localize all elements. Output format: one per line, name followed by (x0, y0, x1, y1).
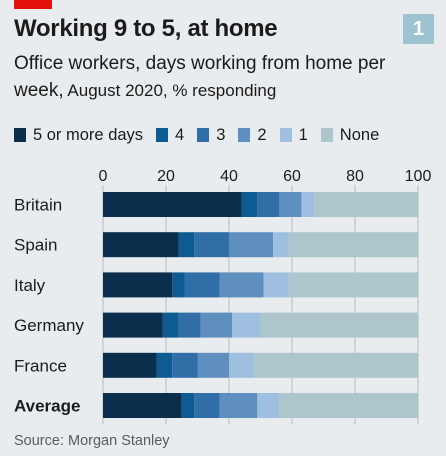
chart-title: Working 9 to 5, at home (14, 15, 278, 42)
legend-swatch (320, 128, 333, 142)
legend-swatch (156, 128, 169, 142)
bar-segment (257, 192, 280, 217)
subtitle-note: August 2020, % responding (63, 81, 277, 100)
bar-segment (288, 272, 418, 298)
bar-segment (184, 272, 220, 298)
legend-swatch (14, 128, 26, 142)
bar-segment (103, 192, 242, 217)
legend-item: 1 (279, 125, 308, 145)
bar-segment (301, 192, 315, 217)
bar-segment (194, 232, 229, 258)
subtitle-main: Office workers, days working from home p… (14, 53, 386, 101)
legend-swatch (279, 128, 292, 142)
bar-segment (103, 393, 182, 418)
category-label: Britain (14, 196, 62, 215)
category-label: Italy (14, 276, 46, 295)
legend-label: 2 (257, 125, 267, 144)
bar-segment (194, 393, 220, 418)
category-label: Spain (14, 236, 57, 255)
bar-segment (178, 232, 195, 258)
bar-segment (103, 312, 163, 338)
source-note: Source: Morgan Stanley (14, 433, 170, 449)
bar-segment (232, 312, 261, 338)
bar-segment (288, 232, 418, 258)
bar-segment (162, 312, 179, 338)
legend-label: 5 or more days (33, 125, 144, 144)
bar-segment (103, 232, 179, 258)
chart-number-badge: 1 (403, 14, 434, 44)
legend-label: 3 (216, 125, 226, 144)
x-tick-label: 0 (99, 168, 108, 185)
bar-segment (172, 272, 185, 298)
bar-segment (219, 272, 264, 298)
bar-segment (197, 352, 229, 378)
category-label: France (14, 356, 67, 375)
legend-swatch (238, 128, 251, 142)
x-tick-label: 20 (157, 168, 175, 185)
bar-segment (279, 192, 302, 217)
brand-red-tag (14, 0, 52, 9)
bar-segment (263, 272, 289, 298)
bar-segment (279, 393, 418, 418)
bar-segment (200, 312, 233, 338)
chart-legend: 5 or more days 4 3 2 1 None (14, 124, 392, 146)
bar-segment (241, 192, 258, 217)
bar-segment (156, 352, 173, 378)
legend-item: 2 (238, 125, 267, 145)
legend-item: None (320, 125, 380, 145)
bar-segment (257, 393, 280, 418)
bar-segment (172, 352, 198, 378)
x-tick-label: 80 (346, 168, 364, 185)
bar-segment (181, 393, 195, 418)
bar-segment (103, 352, 157, 378)
bar-segment (229, 232, 274, 258)
bar-segment (178, 312, 201, 338)
legend-label: 1 (298, 125, 308, 144)
x-tick-label: 60 (283, 168, 301, 185)
legend-label: None (339, 125, 380, 144)
chart-subtitle: Office workers, days working from home p… (14, 50, 434, 104)
legend-item: 4 (156, 126, 184, 145)
bar-segment (314, 192, 418, 217)
bar-segment (229, 352, 255, 378)
legend-swatch (197, 128, 210, 142)
bar-segment (260, 312, 418, 338)
x-tick-label: 40 (220, 168, 238, 185)
x-tick-label: 100 (405, 168, 432, 185)
bar-segment (103, 272, 173, 298)
legend-item: 5 or more days (14, 126, 143, 145)
legend-item: 3 (197, 126, 225, 145)
category-label: Germany (14, 316, 84, 335)
bar-segment (219, 393, 258, 418)
category-label: Average (14, 397, 80, 416)
bar-segment (254, 352, 418, 378)
bar-segment (273, 232, 289, 258)
legend-label: 4 (175, 125, 185, 144)
